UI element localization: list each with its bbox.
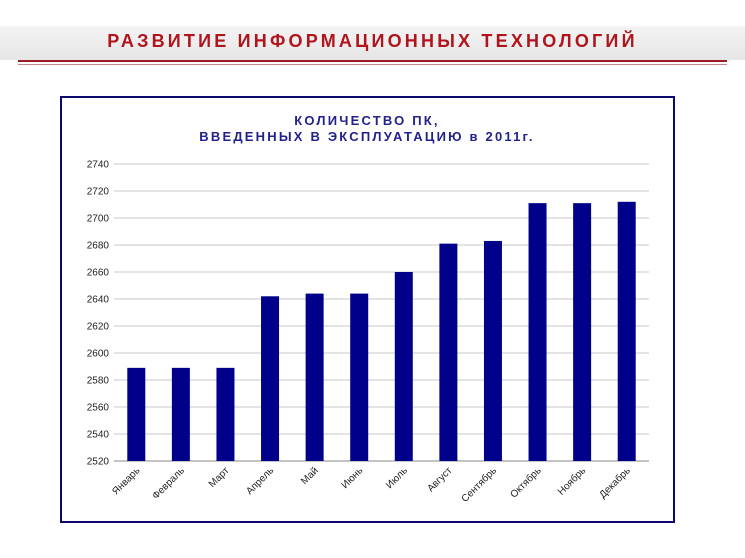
bar-6 [350,293,369,461]
bar-chart: КОЛИЧЕСТВО ПК, ВВЕДЕННЫХ В ЭКСПЛУАТАЦИЮ … [87,113,649,505]
x-tick-label: Ноябрь [555,465,588,498]
x-tick-label: Сентябрь [459,465,499,505]
y-axis-ticks: 2520 2540 2560 2580 2600 2620 2640 2660 2680 2700… [87,160,110,468]
x-tick-label: Март [207,465,232,490]
bar-4 [261,296,280,461]
y-tick-label: 2640 [87,295,110,306]
chart-frame: КОЛИЧЕСТВО ПК, ВВЕДЕННЫХ В ЭКСПЛУАТАЦИЮ … [60,96,675,523]
x-tick-label: Декабрь [597,465,633,501]
x-tick-label: Июнь [340,465,366,491]
x-tick-label: Февраль [150,465,187,502]
bars [127,201,636,462]
y-tick-label: 2680 [87,241,110,252]
chart-title-line-2: ВВЕДЕННЫХ В ЭКСПЛУАТАЦИЮ в 2011г. [199,129,534,144]
header-divider-thick [18,60,727,62]
x-tick-label: Январь [110,465,142,497]
y-tick-label: 2540 [87,430,110,441]
bar-7 [394,272,413,461]
y-tick-label: 2620 [87,322,110,333]
y-tick-label: 2600 [87,349,110,360]
bar-8 [439,243,458,461]
bar-5 [305,293,324,461]
chart-title-line-1: КОЛИЧЕСТВО ПК, [294,113,439,128]
bar-9 [483,240,502,461]
bar-11 [573,203,592,461]
y-tick-label: 2580 [87,376,110,387]
x-tick-label: Апрель [244,465,276,497]
bar-10 [528,203,547,461]
y-tick-label: 2660 [87,268,110,279]
bar-1 [127,367,146,461]
y-tick-label: 2740 [87,160,110,171]
x-tick-label: Август [425,465,454,494]
bar-3 [216,367,235,461]
page-title: РАЗВИТИЕ ИНФОРМАЦИОННЫХ ТЕХНОЛОГИЙ [107,31,638,51]
y-tick-label: 2560 [87,403,110,414]
bar-2 [171,367,190,461]
x-tick-label: Июль [384,465,410,491]
y-tick-label: 2700 [87,214,110,225]
header-band [0,26,745,60]
x-tick-label: Май [299,465,321,487]
header-divider-thin [18,64,727,65]
gridlines [114,163,649,462]
y-tick-label: 2520 [87,457,110,468]
bar-12 [617,201,636,462]
x-tick-label: Октябрь [508,465,544,501]
x-axis-ticks: Январь Февраль Март Апрель Май Июнь Июль Август… [110,465,632,505]
y-tick-label: 2720 [87,187,110,198]
